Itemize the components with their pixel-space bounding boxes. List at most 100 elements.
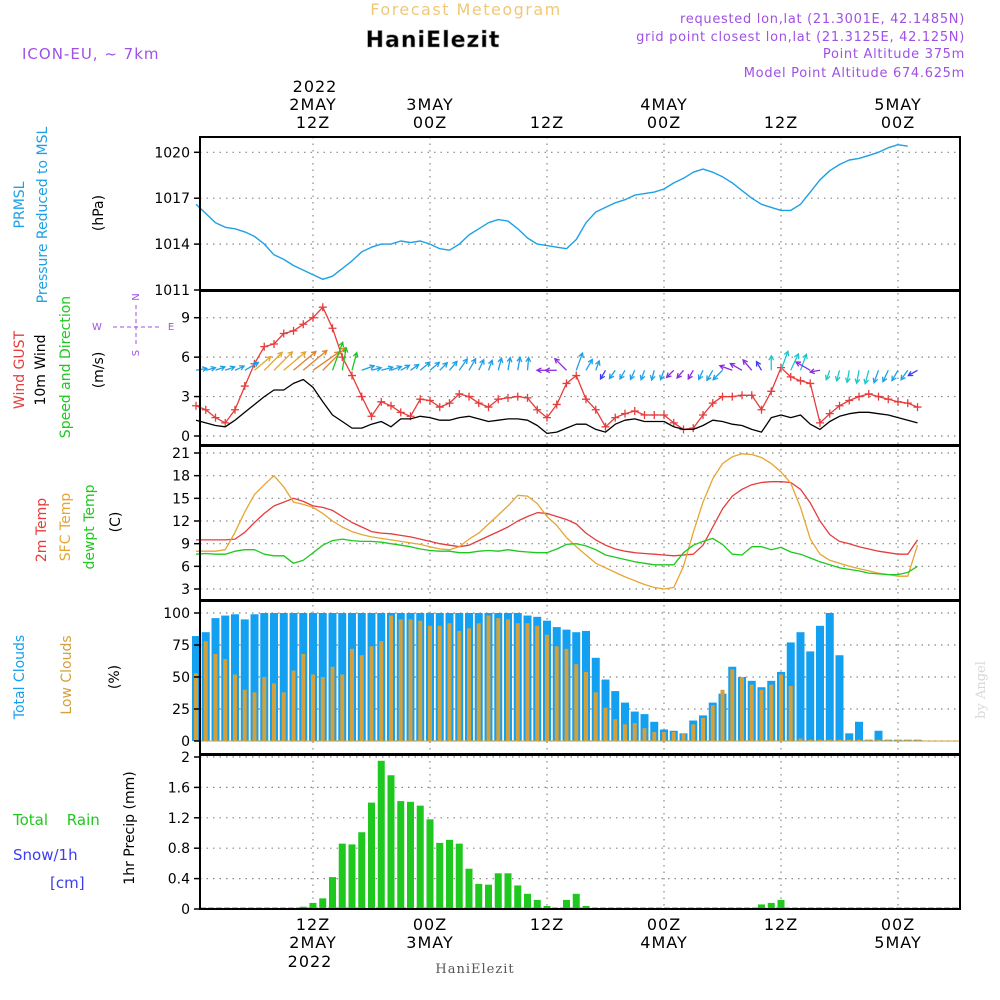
total-cloud-bar: [279, 613, 288, 741]
gust-marker: [855, 392, 863, 401]
model-name: ICON-EU, ~ 7km: [22, 45, 160, 63]
gust-marker: [894, 397, 902, 406]
gust-marker: [591, 405, 600, 414]
cloud-panel-labels: Total Clouds Low Clouds (%): [12, 635, 123, 720]
rain-bar: [514, 885, 522, 909]
wind-direction-arrow: [659, 370, 665, 381]
total-cloud-bar: [611, 691, 620, 741]
gust-marker: [299, 320, 308, 329]
y-tick-label: 0.8: [168, 841, 190, 857]
gust-marker: [708, 399, 717, 408]
y-tick-label: 0: [181, 429, 190, 445]
y-tick-label: 18: [172, 469, 190, 485]
requested-coords: requested lon,lat (21.3001E, 42.1485N): [680, 12, 965, 27]
snow-label: Snow/1h: [13, 846, 78, 864]
gust-marker: [777, 363, 785, 372]
wind-direction-arrow: [665, 369, 675, 379]
wind-direction-arrow: [525, 356, 532, 371]
top-date-label: 2MAY: [289, 95, 336, 114]
compass-n: N: [131, 293, 142, 300]
low-cloud-bar: [857, 739, 861, 741]
gust-marker: [211, 413, 220, 422]
y-tick-label: 9: [181, 311, 190, 327]
rain-bar: [387, 775, 395, 909]
low-cloud-bar: [837, 739, 842, 741]
compass-w: W: [92, 322, 102, 333]
gust-marker: [699, 410, 707, 419]
low-cloud-bar: [788, 685, 793, 741]
gust-marker: [806, 379, 815, 388]
low-cloud-bar: [798, 738, 803, 741]
pressure-label-1: PRMSL: [12, 181, 28, 228]
low-cloud-bar: [447, 623, 452, 741]
compass-e: E: [168, 322, 174, 333]
wind-direction-arrow: [553, 357, 567, 371]
low-cloud-bar: [301, 653, 306, 741]
low-cloud-bar: [418, 620, 423, 741]
low-cloud-bar: [408, 619, 413, 741]
wind-direction-arrow: [410, 363, 420, 371]
low-cloud-bar: [574, 664, 579, 741]
low-cloud-bar: [467, 628, 471, 741]
gust-marker: [445, 399, 454, 408]
wind-direction-arrow: [755, 360, 763, 371]
total-cloud-bar: [855, 721, 863, 741]
gust-marker: [669, 418, 678, 427]
wind-direction-arrow: [900, 369, 909, 381]
total-cloud-bar: [835, 655, 844, 741]
wind-direction-arrow: [381, 365, 395, 372]
total-cloud-bar: [640, 714, 649, 741]
rain-bar: [777, 899, 785, 909]
gust-marker: [435, 403, 444, 412]
gust-marker: [328, 324, 337, 333]
model-altitude: Model Point Altitude 674.625m: [744, 66, 965, 81]
gust-marker: [318, 303, 327, 312]
low-cloud-bar: [642, 728, 647, 741]
low-cloud-bar: [652, 732, 657, 741]
low-cloud-bar: [194, 673, 198, 741]
low-cloud-bar: [428, 625, 432, 741]
gust-label: Wind GUST: [12, 330, 28, 409]
y-tick-label: 6: [181, 559, 190, 575]
low-cloud-bar: [359, 655, 364, 741]
bottom-date-label: 5MAY: [874, 933, 921, 952]
wind-direction-arrow: [361, 364, 376, 371]
low-cloud-bar: [350, 648, 354, 741]
low-cloud-bar: [584, 671, 588, 741]
gust-marker: [572, 371, 581, 380]
low-cloud-bar: [272, 683, 276, 741]
rain-bar: [358, 832, 366, 909]
gust-marker: [279, 329, 288, 338]
gust-marker: [738, 391, 746, 400]
gust-marker: [270, 340, 278, 348]
wind-direction-arrow: [891, 369, 899, 382]
pressure-panel-labels: PRMSL Pressure Reduced to MSL (hPa): [12, 126, 107, 303]
gust-marker: [718, 392, 727, 401]
wind-direction-arrow: [608, 369, 616, 380]
y-tick-label: 6: [181, 350, 190, 366]
low-cloud-bar: [818, 739, 822, 741]
rain-bar: [455, 843, 463, 909]
low-cloud-bar: [515, 623, 520, 741]
top-time-label: 00Z: [413, 113, 447, 132]
precip-unit: 1hr Precip (mm): [122, 771, 138, 884]
gust-marker: [786, 372, 795, 381]
bottom-time-label: 12Z: [764, 915, 798, 934]
wind-direction-arrow: [790, 352, 800, 371]
rain-bar: [338, 843, 346, 909]
wind-label: 10m Wind: [33, 334, 49, 405]
rain-bar: [309, 902, 317, 909]
wind-direction-arrow: [195, 366, 209, 373]
gust-marker: [601, 422, 610, 431]
rain-bar: [436, 842, 444, 909]
y-tick-label: 12: [172, 514, 190, 530]
temp-unit: (C): [108, 512, 124, 533]
gust-marker: [221, 418, 230, 427]
y-tick-label: 25: [172, 702, 190, 718]
bottom-date-label: 2MAY: [289, 933, 336, 952]
gust-marker: [192, 401, 200, 410]
faded-title: Forecast Meteogram: [370, 0, 561, 19]
precip-plot: [200, 760, 960, 909]
wind-direction-arrow: [863, 370, 870, 385]
wind-direction-arrow: [639, 370, 646, 381]
